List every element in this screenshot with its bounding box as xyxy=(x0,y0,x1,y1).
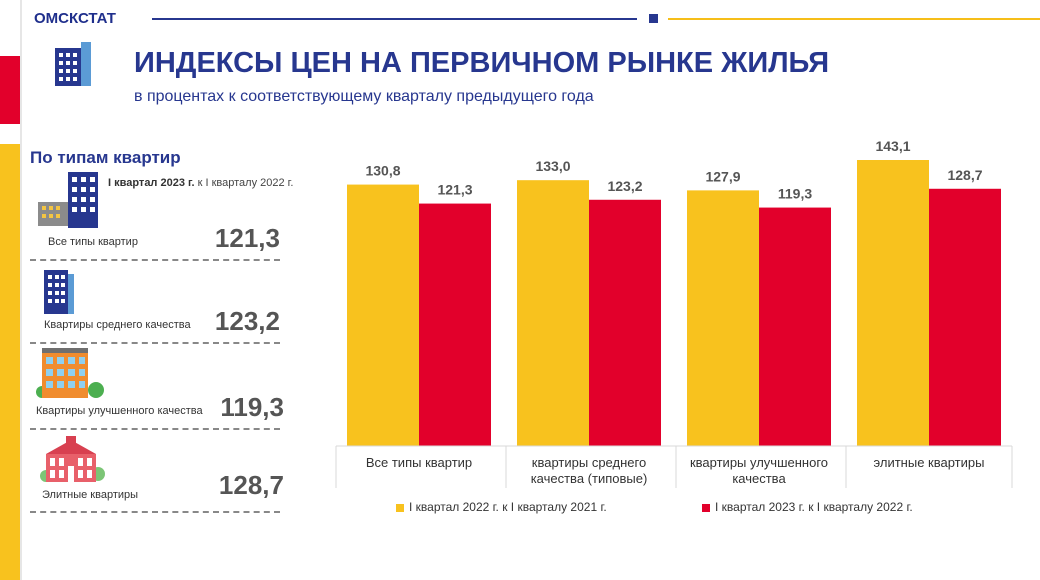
data-label: 143,1 xyxy=(875,138,910,154)
legend-label: I квартал 2023 г. к I кварталу 2022 г. xyxy=(715,500,913,514)
mansion-icon xyxy=(40,436,105,482)
category-label: квартиры улучшенного xyxy=(690,455,828,470)
legend-item-2022: I квартал 2022 г. к I кварталу 2021 г. xyxy=(396,500,607,514)
data-label: 127,9 xyxy=(705,168,740,184)
left-frame-line xyxy=(20,0,22,580)
period-note: I квартал 2023 г. к I кварталу 2022 г. xyxy=(108,177,293,189)
legend-swatch-yellow xyxy=(396,503,404,512)
tower-building-icon xyxy=(44,270,74,314)
bar-2023-3 xyxy=(929,188,1001,446)
header-square xyxy=(649,14,658,23)
data-label: 133,0 xyxy=(535,158,570,174)
sidebar-item-value: 123,2 xyxy=(214,306,280,336)
org-name: ОМСКСТАТ xyxy=(34,10,116,27)
legend-item-2023: I квартал 2023 г. к I кварталу 2022 г. xyxy=(702,500,913,514)
divider xyxy=(30,428,280,430)
bar-2023-2 xyxy=(759,207,831,446)
bar-2022-0 xyxy=(347,184,419,446)
data-label: 119,3 xyxy=(778,186,812,202)
bar-2023-1 xyxy=(589,199,661,446)
sidebar-item-label: Квартиры улучшенного качества xyxy=(36,405,203,417)
legend-label: I квартал 2022 г. к I кварталу 2021 г. xyxy=(409,500,607,514)
category-label: квартиры среднего xyxy=(532,455,646,470)
period-rest: к I кварталу 2022 г. xyxy=(197,177,294,189)
sidebar-item-value: 119,3 xyxy=(220,392,284,422)
header-line-blue xyxy=(152,18,637,20)
apartment-block-icon xyxy=(38,172,98,228)
page-subtitle: в процентах к соответствующему кварталу … xyxy=(134,88,594,105)
category-label: качества (типовые) xyxy=(531,471,648,486)
bar-2022-1 xyxy=(517,180,589,446)
page-title: ИНДЕКСЫ ЦЕН НА ПЕРВИЧНОМ РЫНКЕ ЖИЛЬЯ xyxy=(134,47,830,79)
period-bold: I квартал 2023 г. xyxy=(108,177,195,189)
divider xyxy=(30,511,280,513)
divider xyxy=(30,342,280,344)
bar-2023-0 xyxy=(419,203,491,446)
category-label: качества xyxy=(732,471,786,486)
bar-2022-3 xyxy=(857,160,929,446)
building-title-icon xyxy=(55,42,91,86)
header-line-yellow xyxy=(668,18,1040,20)
sidebar-item-value: 128,7 xyxy=(218,470,284,500)
divider xyxy=(30,259,280,261)
sidebar-item-label: Все типы квартир xyxy=(48,236,138,248)
sidebar-item-value: 121,3 xyxy=(214,223,280,253)
sidebar-item-label: Квартиры среднего качества xyxy=(44,319,191,331)
section-title: По типам квартир xyxy=(30,148,181,167)
category-label: Все типы квартир xyxy=(366,455,472,470)
data-label: 128,7 xyxy=(947,167,982,183)
residential-building-icon xyxy=(36,348,104,398)
legend-swatch-red xyxy=(702,503,710,512)
bar-2022-2 xyxy=(687,190,759,446)
yellow-accent-strip xyxy=(0,144,20,580)
data-label: 121,3 xyxy=(437,182,472,198)
data-label: 123,2 xyxy=(607,178,642,194)
category-label: элитные квартиры xyxy=(874,455,985,470)
red-accent-strip xyxy=(0,56,20,124)
sidebar-item-label: Элитные квартиры xyxy=(42,489,139,501)
data-label: 130,8 xyxy=(365,163,400,179)
